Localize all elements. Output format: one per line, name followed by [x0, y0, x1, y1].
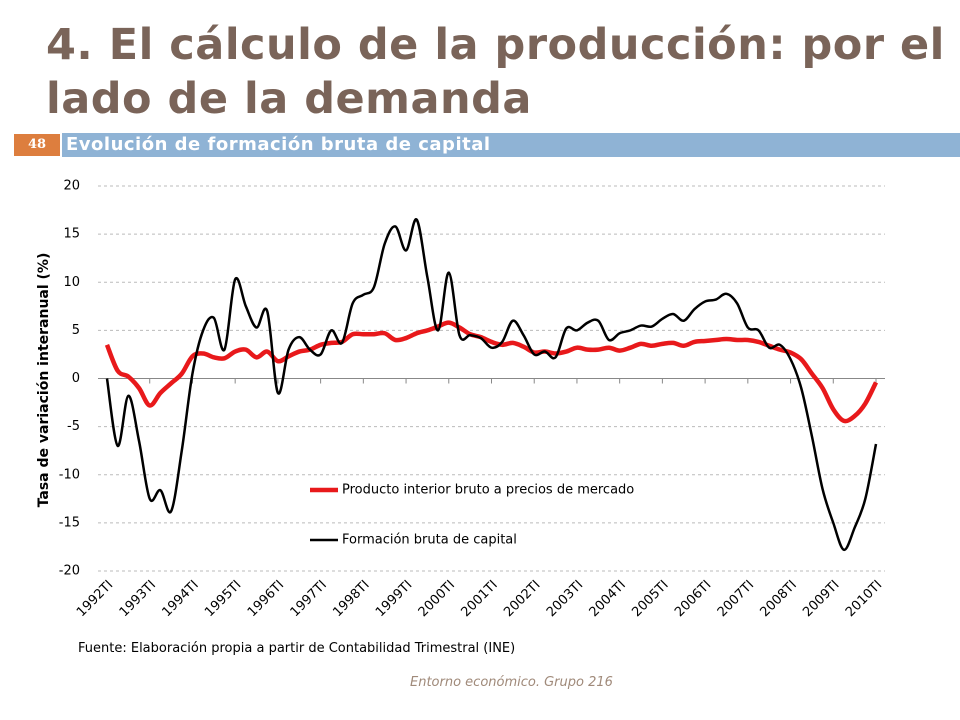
y-tick-label: 0 [72, 371, 80, 386]
x-tick-label: 1998TI [330, 578, 372, 620]
x-tick-label: 1993TI [117, 578, 159, 620]
data-line [104, 320, 879, 424]
x-tick-label: 1995TI [202, 578, 244, 620]
source: Fuente: Elaboración propia a partir de C… [78, 641, 516, 656]
y-tick-label: 15 [63, 227, 80, 242]
x-tick-label: 1996TI [245, 578, 287, 620]
y-tick-label: 5 [72, 323, 80, 338]
x-tick-label: 2006TI [672, 578, 714, 620]
data-line [105, 218, 878, 552]
x-tick-label: 2005TI [629, 578, 671, 620]
x-tick-label: 2000TI [416, 578, 458, 620]
x-tick-label: 2007TI [715, 578, 757, 620]
y-tick-label: -10 [59, 467, 80, 482]
y-tick-label: 10 [63, 275, 80, 290]
x-tick-label: 2009TI [800, 578, 842, 620]
slide-number: 48 [14, 134, 60, 156]
x-tick-label: 2001TI [458, 578, 500, 620]
y-tick-label: -5 [67, 419, 80, 434]
x-tick-label: 1994TI [159, 578, 201, 620]
x-tick-label: 1997TI [288, 578, 330, 620]
x-tick-label: 2010TI [843, 578, 885, 620]
title-line: lado de la demanda [46, 74, 532, 124]
y-axis-label: Tasa de variación interanual (%) [36, 253, 52, 508]
subtitle: Evolución de formación bruta de capital [66, 134, 491, 155]
x-tick-label: 1999TI [373, 578, 415, 620]
chart: Tasa de variación interanual (%) -20 -15 -… [36, 179, 885, 621]
y-tick-label: -15 [59, 515, 80, 530]
title-line: 4. El cálculo de la producción: por el [46, 20, 945, 70]
x-tick-label: 2002TI [501, 578, 543, 620]
x-tick-label: 1992TI [74, 578, 116, 620]
y-tick-label: -20 [59, 564, 80, 579]
subtitle-bar: Evolución de formación bruta de capital [62, 133, 960, 157]
y-tick-label: 20 [63, 179, 80, 194]
legend-label: Formación bruta de capital [342, 533, 517, 548]
x-tick-label: 2003TI [544, 578, 586, 620]
legend-label: Producto interior bruto a precios de mer… [342, 483, 634, 498]
footer: Entorno económico. Grupo 216 [410, 675, 613, 690]
x-tick-label: 2004TI [587, 578, 629, 620]
slide-title: 4. El cálculo de la producción: por el l… [46, 18, 945, 126]
x-tick-label: 2008TI [758, 578, 800, 620]
